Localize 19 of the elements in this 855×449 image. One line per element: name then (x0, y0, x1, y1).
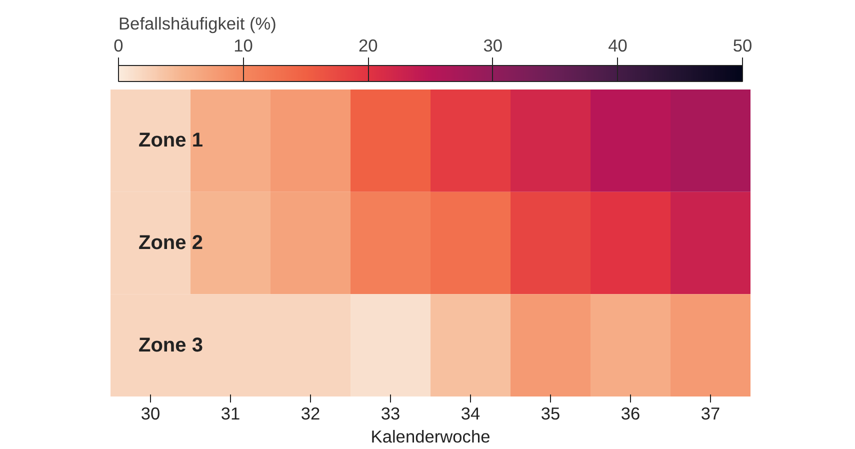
color-bar-label: 50 (732, 36, 752, 56)
x-tick-label: 34 (460, 404, 480, 424)
x-tick-label: 35 (540, 404, 560, 424)
color-bar-label: 40 (608, 36, 628, 56)
x-axis-title: Kalenderwoche (370, 426, 490, 446)
x-tick-label: 31 (220, 404, 240, 424)
x-tick-label: 30 (140, 404, 160, 424)
x-tick-label: 36 (620, 404, 640, 424)
y-tick-label: Zone 1 (138, 130, 203, 152)
y-tick-label: Zone 2 (138, 232, 203, 254)
color-bar-title: Befallshäufigkeit (%) (118, 14, 276, 34)
x-tick-label: 32 (300, 404, 320, 424)
y-tick-label: Zone 3 (138, 334, 203, 356)
color-bar-label: 30 (483, 36, 503, 56)
color-bar-label: 20 (358, 36, 378, 56)
x-tick-label: 33 (380, 404, 400, 424)
color-bar-label: 10 (234, 36, 253, 56)
x-tick-label: 37 (700, 404, 720, 424)
color-bar-label: 0 (114, 36, 124, 56)
